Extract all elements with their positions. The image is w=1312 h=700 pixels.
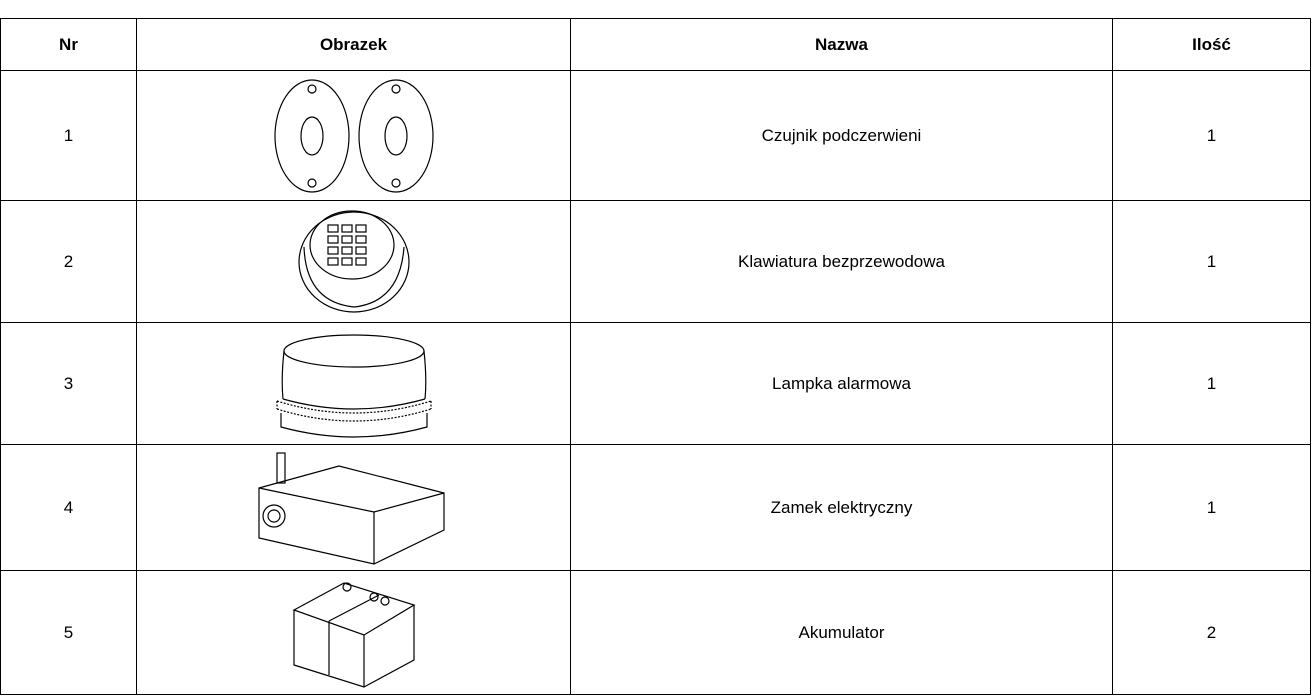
qty-cell: 2 bbox=[1112, 570, 1311, 695]
name-cell: Czujnik podczerwieni bbox=[570, 70, 1113, 201]
lock-icon bbox=[257, 451, 445, 565]
name-cell: Klawiatura bezprzewodowa bbox=[570, 200, 1113, 323]
image-cell bbox=[136, 322, 571, 445]
sensor-icon bbox=[273, 78, 434, 193]
row: 2 Klawiatura bezprzewodowa 1 bbox=[0, 200, 1311, 323]
nr-cell: 2 bbox=[0, 200, 137, 323]
keypad-icon bbox=[297, 209, 410, 313]
name-cell: Lampka alarmowa bbox=[570, 322, 1113, 445]
row: 1 Czujnik podczerwieni 1 bbox=[0, 70, 1311, 201]
qty-cell: 1 bbox=[1112, 70, 1311, 201]
nr-cell: 5 bbox=[0, 570, 137, 695]
row: 5 Akumulator 2 bbox=[0, 570, 1311, 695]
name-cell: Akumulator bbox=[570, 570, 1113, 695]
header-row: Nr Obrazek Nazwa Ilość bbox=[0, 18, 1311, 71]
nr-cell: 1 bbox=[0, 70, 137, 201]
image-cell bbox=[136, 200, 571, 323]
image-cell bbox=[136, 70, 571, 201]
lamp-icon bbox=[275, 333, 432, 438]
row: 4 Zamek elektryczny 1 bbox=[0, 444, 1311, 571]
header-cell: Nazwa bbox=[570, 18, 1113, 71]
name-cell: Zamek elektryczny bbox=[570, 444, 1113, 571]
nr-cell: 4 bbox=[0, 444, 137, 571]
parts-table: Nr Obrazek Nazwa Ilość 1 Czujnik podczer… bbox=[0, 18, 1311, 695]
image-cell bbox=[136, 570, 571, 695]
row: 3 Lampka alarmowa 1 bbox=[0, 322, 1311, 445]
header-cell: Ilość bbox=[1112, 18, 1311, 71]
image-cell bbox=[136, 444, 571, 571]
battery-icon bbox=[292, 582, 415, 688]
qty-cell: 1 bbox=[1112, 200, 1311, 323]
qty-cell: 1 bbox=[1112, 444, 1311, 571]
nr-cell: 3 bbox=[0, 322, 137, 445]
header-cell: Obrazek bbox=[136, 18, 571, 71]
qty-cell: 1 bbox=[1112, 322, 1311, 445]
header-cell: Nr bbox=[0, 18, 137, 71]
